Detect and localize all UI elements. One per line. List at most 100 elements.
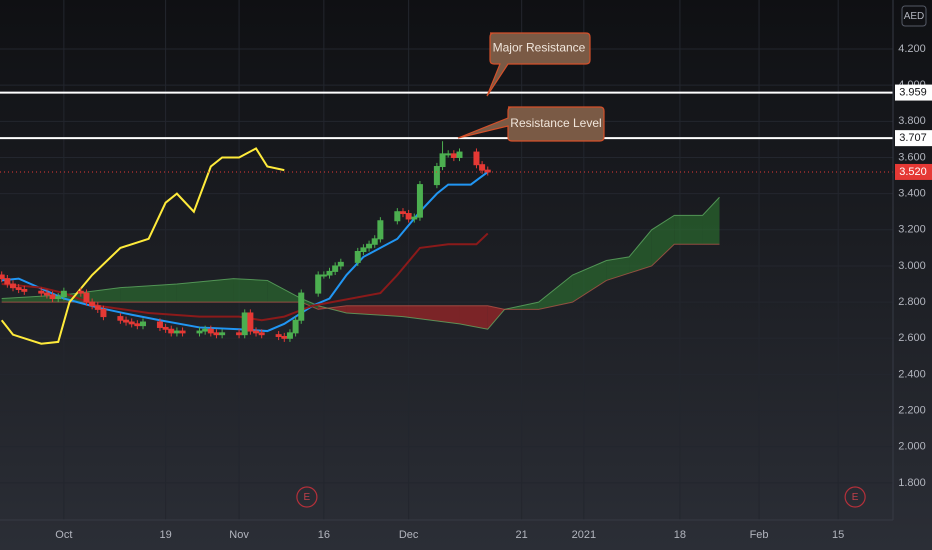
candle-body xyxy=(445,153,452,156)
last-price-box xyxy=(895,163,932,180)
cloud-segment xyxy=(301,298,319,310)
candle-body xyxy=(253,330,260,334)
candle-body xyxy=(315,274,322,294)
y-tick-label: 3.600 xyxy=(898,151,926,163)
candle-body xyxy=(292,319,299,334)
x-tick-label: Feb xyxy=(750,529,769,541)
cloud-segment xyxy=(702,197,720,245)
cloud-segment xyxy=(176,278,234,303)
level-label-box xyxy=(895,130,932,147)
last-price-label: 3.520 xyxy=(899,166,927,178)
x-tick-label: Nov xyxy=(229,529,249,541)
candle-body xyxy=(405,213,412,220)
event-label: E xyxy=(852,492,859,503)
candle-body xyxy=(332,265,339,272)
annotation-text: Major Resistance xyxy=(493,41,586,55)
cloud-segment xyxy=(674,215,703,245)
x-tick-label: 16 xyxy=(318,529,330,541)
x-tick-label: 19 xyxy=(159,529,171,541)
cloud-segment xyxy=(629,229,652,274)
candle-body xyxy=(134,323,141,327)
candle-body xyxy=(162,326,169,330)
candle-body xyxy=(433,166,440,186)
candle-body xyxy=(354,251,361,263)
candle-body xyxy=(416,184,423,218)
candle-body xyxy=(439,153,446,168)
annotation-resistance: Resistance Level xyxy=(457,106,605,142)
candle-body xyxy=(38,290,45,294)
callout-shape xyxy=(457,106,605,142)
cloud-segment xyxy=(459,305,488,330)
candle-body xyxy=(60,290,67,298)
x-tick-label: 21 xyxy=(516,529,528,541)
cloud-segment xyxy=(1,294,64,303)
candle-body xyxy=(320,274,327,277)
candle-body xyxy=(219,332,226,336)
y-tick-label: 2.400 xyxy=(898,368,926,380)
candle-body xyxy=(100,308,107,318)
candle-body xyxy=(202,328,209,332)
cloud-segment xyxy=(651,215,675,266)
level-label: 3.959 xyxy=(899,86,927,98)
candle-body xyxy=(173,330,180,334)
candle-body xyxy=(168,328,175,334)
candle-body xyxy=(258,332,265,336)
candle-body xyxy=(156,321,163,328)
cloud-segment xyxy=(120,284,177,303)
x-tick-label: 18 xyxy=(674,529,686,541)
currency: AED xyxy=(904,11,925,22)
candle-body xyxy=(43,292,50,296)
y-tick-label: 2.200 xyxy=(898,405,926,417)
indicator-line xyxy=(0,147,285,345)
candle-body xyxy=(117,316,124,321)
candle-body xyxy=(241,312,248,336)
plot-area xyxy=(0,91,893,345)
candle-body xyxy=(286,332,293,339)
candle-body xyxy=(9,283,16,289)
y-tick-label: 3.400 xyxy=(898,188,926,200)
candle-body xyxy=(213,332,220,336)
annotation-text: Resistance Level xyxy=(510,116,601,130)
callout-shape xyxy=(486,32,591,97)
candle-body xyxy=(484,169,491,173)
candle-body xyxy=(77,290,84,294)
candle-body xyxy=(21,288,28,292)
currency-box[interactable] xyxy=(901,5,927,27)
cloud-segment xyxy=(267,280,302,303)
candle-body xyxy=(15,287,22,290)
candle-body xyxy=(94,305,101,310)
y-tick-label: 2.000 xyxy=(898,441,926,453)
candle-body xyxy=(0,274,5,280)
x-tick-label: 2021 xyxy=(572,529,596,541)
candle-body xyxy=(411,216,418,220)
candle-body xyxy=(139,321,146,327)
annotation-major: Major Resistance xyxy=(486,32,591,97)
y-tick-label: 1.800 xyxy=(898,477,926,489)
candle-body xyxy=(207,328,214,334)
cloud-span xyxy=(1,243,720,310)
candle-body xyxy=(236,332,243,336)
candle-body xyxy=(456,151,463,158)
cloud-segment xyxy=(487,305,505,330)
candle-body xyxy=(196,330,203,334)
x-tick-label: Oct xyxy=(55,529,72,541)
y-tick-label: 2.800 xyxy=(898,296,926,308)
candle-body xyxy=(399,211,406,215)
x-tick-label: 15 xyxy=(832,529,844,541)
candle-body xyxy=(298,292,305,321)
candle-body xyxy=(4,278,11,285)
cloud-span xyxy=(1,196,720,330)
candle-body xyxy=(247,312,254,332)
y-tick-label: 3.200 xyxy=(898,224,926,236)
candle-body xyxy=(49,294,56,300)
candle-body xyxy=(479,164,486,171)
event-marker xyxy=(844,486,866,508)
candle-body xyxy=(128,321,135,325)
cloud-segment xyxy=(233,278,268,303)
y-tick-label: 3.000 xyxy=(898,260,926,272)
candle-body xyxy=(377,220,384,240)
x-tick-label: Dec xyxy=(399,529,419,541)
event-marker xyxy=(296,486,318,508)
